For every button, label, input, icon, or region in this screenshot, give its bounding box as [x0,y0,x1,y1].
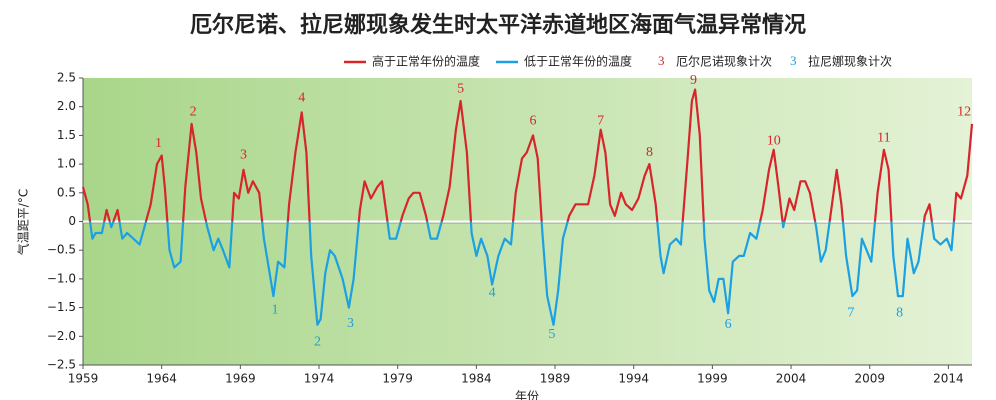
el-nino-label: 12 [957,105,971,120]
el-nino-label: 4 [298,90,305,105]
y-tick-label: −1.0 [47,271,76,285]
x-tick-label: 2004 [776,372,807,386]
el-nino-label: 6 [530,113,537,128]
el-nino-label: 7 [597,113,604,128]
y-tick-label: −1.5 [47,300,76,314]
legend-label: 拉尼娜现象计次 [808,54,892,69]
y-tick-label: 2.5 [57,71,76,85]
x-tick-label: 1959 [68,372,99,386]
x-tick-label: 1979 [382,372,413,386]
el-nino-label: 8 [646,145,653,160]
la-nina-label: 4 [489,285,496,300]
legend-label: 低于正常年份的温度 [524,54,632,69]
el-nino-label: 5 [457,82,464,97]
el-nino-label: 11 [877,130,890,145]
chart-title: 厄尔尼诺、拉尼娜现象发生时太平洋赤道地区海面气温异常情况 [190,12,806,38]
y-tick-label: 0 [68,214,76,228]
y-tick-label: −2.5 [47,358,76,372]
el-nino-label: 9 [690,73,697,88]
y-axis-label: 气温距平/°C [16,189,31,255]
la-nina-label: 1 [271,303,278,318]
x-tick-label: 1984 [461,372,492,386]
y-tick-label: −0.5 [47,243,76,257]
el-nino-label: 2 [190,105,197,120]
el-nino-label: 10 [767,133,781,148]
x-tick-label: 2009 [854,372,885,386]
x-tick-label: 1974 [304,372,335,386]
legend-symbol: 3 [790,53,797,68]
y-tick-label: 1.0 [57,157,76,171]
la-nina-label: 7 [847,306,854,321]
el-nino-label: 3 [240,148,247,163]
x-tick-label: 1994 [618,372,649,386]
x-tick-label: 1999 [697,372,728,386]
x-tick-label: 1989 [540,372,571,386]
legend-label: 高于正常年份的温度 [372,54,480,69]
x-tick-label: 1964 [146,372,177,386]
y-tick-label: 0.5 [57,185,76,199]
la-nina-label: 8 [896,306,903,321]
x-axis-label: 年份 [515,390,539,400]
data-line [81,88,974,326]
legend-label: 厄尔尼诺现象计次 [676,54,772,69]
la-nina-label: 2 [314,334,321,349]
y-tick-label: 1.5 [57,128,76,142]
la-nina-label: 6 [725,317,732,332]
x-tick-label: 2014 [933,372,964,386]
la-nina-label: 5 [548,327,555,342]
el-nino-label: 1 [155,136,162,151]
y-tick-label: 2.0 [57,99,76,113]
la-nina-label: 3 [347,316,354,331]
x-tick-label: 1969 [225,372,256,386]
y-tick-label: −2.0 [47,329,76,343]
legend-symbol: 3 [658,53,665,68]
